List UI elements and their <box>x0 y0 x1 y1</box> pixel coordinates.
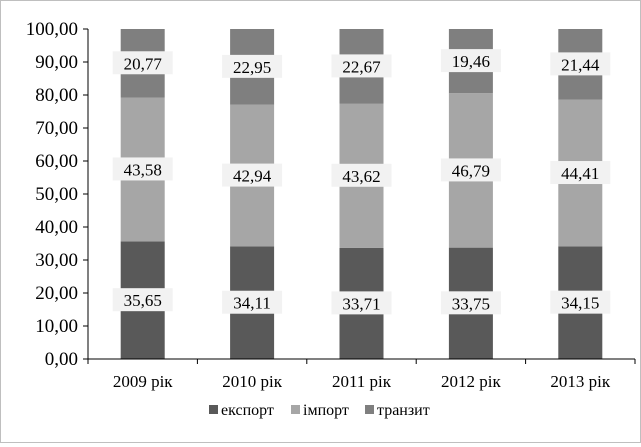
data-label-background <box>550 52 611 76</box>
y-tick-label: 90,00 <box>35 52 78 73</box>
data-label: 33,71 <box>342 294 380 313</box>
data-label: 22,67 <box>342 57 381 76</box>
data-label-background <box>112 157 173 181</box>
data-label: 35,65 <box>124 291 162 310</box>
y-tick-label: 50,00 <box>35 184 78 205</box>
data-label-background <box>222 163 283 187</box>
legend-swatch <box>209 405 218 414</box>
legend-swatch <box>365 405 374 414</box>
legend: експорт імпорт транзит <box>209 402 430 419</box>
data-label-background <box>331 54 392 78</box>
data-label: 42,94 <box>233 167 272 186</box>
data-label: 22,95 <box>233 58 271 77</box>
x-tick-label: 2012 рік <box>441 372 501 391</box>
data-label-background <box>222 54 283 78</box>
x-tick-label: 2011 рік <box>332 372 392 391</box>
data-label: 34,11 <box>233 294 271 313</box>
x-tick-label: 2009 рік <box>113 372 173 391</box>
data-label: 46,79 <box>452 161 490 180</box>
y-tick-label: 30,00 <box>35 250 78 271</box>
legend-label: транзит <box>377 402 430 419</box>
data-label: 44,41 <box>561 164 599 183</box>
y-tick-label: 20,00 <box>35 283 78 304</box>
data-label-background <box>550 290 611 314</box>
data-label-background <box>112 288 173 312</box>
x-tick-label: 2010 рік <box>222 372 282 391</box>
data-label-background <box>331 163 392 187</box>
data-label-background <box>331 291 392 315</box>
data-labels: 35,65 43,58 20,77 34,11 42,94 22,95 33,71 43,62… <box>112 49 611 315</box>
data-label: 43,58 <box>124 160 162 179</box>
data-label: 21,44 <box>561 55 600 74</box>
legend-label: експорт <box>221 402 274 419</box>
data-label-background <box>550 161 611 185</box>
data-label: 20,77 <box>124 54 163 73</box>
y-axis: 0,00 10,00 20,00 30,00 40,00 50,00 60,00 70,00 8… <box>26 19 89 370</box>
data-label: 33,75 <box>452 294 490 313</box>
data-label-background <box>222 290 283 314</box>
data-label: 43,62 <box>342 167 380 186</box>
y-tick-label: 80,00 <box>35 85 78 106</box>
x-axis: 2009 рік 2010 рік 2011 рік 2012 рік 2013 рік <box>87 358 636 391</box>
y-tick-label: 70,00 <box>35 118 78 139</box>
y-tick-label: 60,00 <box>35 151 78 172</box>
y-tick-label: 10,00 <box>35 316 78 337</box>
y-tick-label: 0,00 <box>45 349 78 370</box>
y-tick-label: 40,00 <box>35 217 78 238</box>
legend-swatch <box>291 405 300 414</box>
legend-label: імпорт <box>303 402 349 419</box>
data-label: 34,15 <box>561 294 599 313</box>
data-label-background <box>112 51 173 75</box>
y-tick-label: 100,00 <box>26 19 78 40</box>
data-label-background <box>440 49 501 73</box>
data-label-background <box>440 291 501 315</box>
data-label-background <box>440 158 501 182</box>
x-tick-label: 2013 рік <box>550 372 610 391</box>
data-label: 19,46 <box>452 52 490 71</box>
